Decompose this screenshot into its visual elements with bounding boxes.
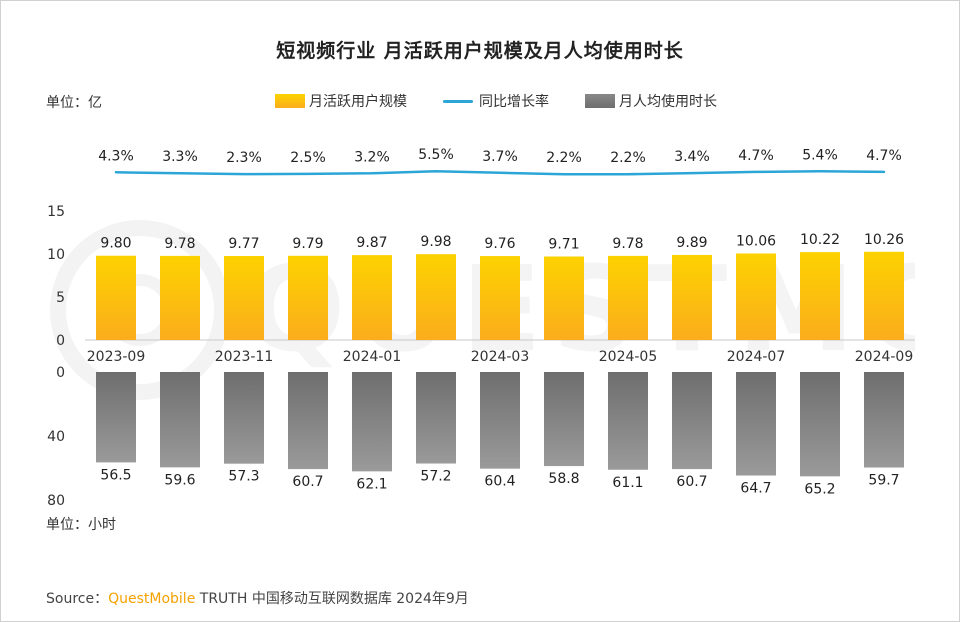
hours-bar	[224, 372, 264, 464]
hours-bar	[864, 372, 904, 468]
chart-title: 短视频行业 月活跃用户规模及月人均使用时长	[276, 40, 684, 62]
x-tick-label: 2024-07	[727, 349, 786, 365]
x-tick-label: 2023-11	[215, 349, 274, 365]
hours-data-label: 59.7	[868, 473, 899, 489]
source-prefix: Source：	[46, 591, 109, 607]
x-tick-label: 2024-03	[471, 349, 530, 365]
hours-bar	[480, 372, 520, 469]
unit-label-bottom: 单位：小时	[46, 517, 116, 533]
growth-data-label: 5.5%	[418, 147, 454, 163]
mau-data-label: 9.87	[356, 235, 387, 251]
legend-swatch-gold	[275, 94, 305, 108]
mau-bar	[864, 251, 904, 340]
legend-item-growth: 同比增长率	[443, 91, 549, 111]
hours-bar	[416, 372, 456, 464]
mau-bar	[224, 255, 264, 340]
y-tick-label-bottom: 80	[47, 493, 65, 509]
hours-data-label: 60.7	[292, 474, 323, 490]
hours-bar	[544, 372, 584, 467]
mau-data-label: 9.89	[676, 235, 707, 251]
source-line: Source：QuestMobile TRUTH 中国移动互联网数据库 2024…	[46, 588, 469, 608]
y-tick-label-top: 0	[56, 333, 65, 349]
mau-data-label: 9.76	[484, 236, 515, 252]
hours-data-label: 59.6	[164, 472, 195, 488]
x-tick-label: 2024-05	[599, 349, 658, 365]
legend-label-mau: 月活跃用户规模	[309, 94, 407, 110]
mau-bar	[480, 256, 520, 340]
hours-data-label: 62.1	[356, 476, 387, 492]
hours-data-label: 61.1	[612, 475, 643, 491]
y-tick-label-bottom: 40	[47, 429, 65, 445]
source-brand: QuestMobile	[108, 591, 196, 607]
unit-label-top: 单位：亿	[46, 95, 102, 111]
x-tick-label: 2024-01	[343, 349, 402, 365]
legend-label-hours: 月人均使用时长	[619, 94, 717, 110]
hours-bar	[288, 372, 328, 470]
legend-item-mau: 月活跃用户规模	[275, 91, 407, 111]
mau-data-label: 10.22	[800, 232, 840, 248]
legend-swatch-line	[443, 99, 473, 103]
mau-data-label: 9.79	[292, 236, 323, 252]
hours-data-label: 60.7	[676, 474, 707, 490]
legend: 月活跃用户规模 同比增长率 月人均使用时长	[275, 91, 753, 111]
mau-data-label: 9.77	[228, 236, 259, 252]
mau-bar	[160, 255, 200, 340]
hours-data-label: 56.5	[100, 467, 131, 483]
mau-data-label: 9.78	[612, 236, 643, 252]
growth-data-label: 2.2%	[610, 150, 646, 166]
growth-data-label: 4.7%	[738, 148, 774, 164]
y-tick-label-top: 5	[56, 290, 65, 306]
hours-bar	[800, 372, 840, 477]
growth-line	[114, 169, 886, 176]
growth-data-label: 5.4%	[802, 147, 838, 163]
mau-data-label: 10.26	[864, 232, 904, 248]
legend-swatch-gray	[585, 94, 615, 108]
growth-data-label: 2.2%	[546, 150, 582, 166]
mau-data-label: 9.80	[100, 236, 131, 252]
hours-data-label: 57.2	[420, 469, 451, 485]
mau-data-label: 10.06	[736, 233, 776, 249]
hours-data-label: 58.8	[548, 471, 579, 487]
mau-data-label: 9.71	[548, 236, 579, 252]
legend-label-growth: 同比增长率	[479, 94, 549, 110]
mau-bar	[544, 256, 584, 340]
mau-bar	[672, 254, 712, 340]
hours-data-label: 64.7	[740, 481, 771, 497]
hours-data-label: 57.3	[228, 469, 259, 485]
hours-bar	[352, 372, 392, 472]
mau-bar	[736, 253, 776, 340]
source-text: TRUTH 中国移动互联网数据库 2024年9月	[195, 591, 469, 607]
mau-data-label: 9.78	[164, 236, 195, 252]
mau-bar	[288, 255, 328, 340]
x-tick-label: 2024-09	[855, 349, 914, 365]
hours-bar	[608, 372, 648, 470]
growth-data-label: 4.7%	[866, 148, 902, 164]
growth-data-label: 3.2%	[354, 149, 390, 165]
growth-data-label: 4.3%	[98, 148, 134, 164]
mau-bar	[608, 255, 648, 340]
growth-data-label: 2.3%	[226, 150, 262, 166]
mau-bar	[96, 255, 136, 340]
growth-data-label: 3.3%	[162, 149, 198, 165]
y-tick-label-bottom: 0	[56, 365, 65, 381]
growth-data-label: 2.5%	[290, 150, 326, 166]
y-tick-label-top: 10	[47, 247, 65, 263]
hours-data-label: 60.4	[484, 474, 515, 490]
hours-data-label: 65.2	[804, 481, 835, 497]
y-tick-label-top: 15	[47, 204, 65, 220]
hours-bar	[160, 372, 200, 468]
mau-bar	[800, 252, 840, 340]
mau-data-label: 9.98	[420, 234, 451, 250]
mau-bar	[352, 255, 392, 340]
growth-data-label: 3.7%	[482, 149, 518, 165]
growth-data-label: 3.4%	[674, 149, 710, 165]
hours-bar	[736, 372, 776, 476]
hours-bar	[96, 372, 136, 463]
mau-bar	[416, 254, 456, 340]
x-tick-label: 2023-09	[87, 349, 146, 365]
hours-bar	[672, 372, 712, 470]
legend-item-hours: 月人均使用时长	[585, 91, 717, 111]
